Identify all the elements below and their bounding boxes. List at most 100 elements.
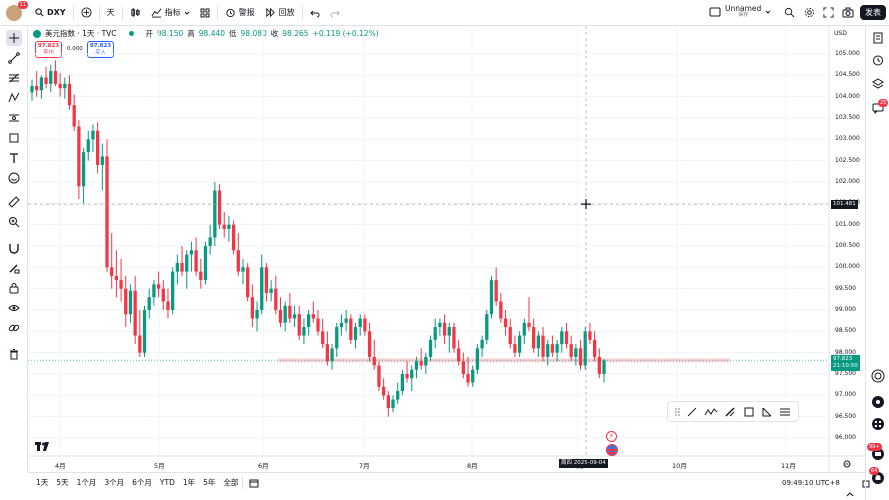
range-1m[interactable]: 1个月 bbox=[76, 478, 97, 487]
range-1d[interactable]: 1天 bbox=[36, 478, 49, 487]
hotlists-button[interactable] bbox=[870, 368, 886, 384]
candle-body bbox=[53, 71, 58, 84]
notifications-button[interactable] bbox=[870, 446, 886, 462]
layers-icon bbox=[872, 78, 884, 89]
range-1y[interactable]: 1年 bbox=[182, 478, 196, 487]
compare-button[interactable] bbox=[76, 0, 97, 26]
text-tool[interactable] bbox=[6, 150, 22, 166]
alerts-panel-button[interactable] bbox=[870, 52, 886, 68]
sell-button[interactable]: 97.823 卖出 bbox=[35, 41, 62, 58]
calendar-widget-button[interactable] bbox=[870, 394, 886, 410]
right-widget-bar: 25 99+ 64 bbox=[865, 26, 889, 500]
fib-tool[interactable] bbox=[6, 70, 22, 86]
ruler-angle-icon[interactable] bbox=[761, 406, 773, 418]
candle-body bbox=[358, 318, 362, 328]
forecast-tool[interactable] bbox=[6, 110, 22, 126]
legend-close-label: 收 bbox=[270, 29, 279, 38]
maximize-icon[interactable] bbox=[862, 480, 870, 488]
templates-button[interactable] bbox=[195, 0, 215, 26]
candle-body bbox=[503, 318, 508, 328]
candle-body bbox=[306, 314, 311, 328]
fullscreen-icon[interactable] bbox=[823, 7, 834, 18]
candle-body bbox=[414, 361, 419, 370]
undo-button[interactable] bbox=[305, 0, 325, 26]
avatar[interactable]: 11 bbox=[6, 0, 28, 21]
range-3m[interactable]: 3个月 bbox=[104, 478, 125, 487]
legend-high-label: 高 bbox=[187, 29, 195, 38]
geometric-shapes-tool[interactable] bbox=[6, 130, 22, 146]
bell-badge: 64 bbox=[869, 467, 880, 475]
zoom-tool[interactable] bbox=[6, 214, 22, 230]
replay-button[interactable]: 回放 bbox=[260, 0, 300, 26]
trendline-icon[interactable] bbox=[686, 406, 698, 418]
magnet-tool[interactable] bbox=[6, 240, 22, 256]
candle-body bbox=[480, 339, 484, 349]
interval-button[interactable]: 天 bbox=[102, 0, 120, 26]
currency-label[interactable]: USD bbox=[834, 30, 847, 37]
candle-body bbox=[180, 263, 184, 272]
candle-body bbox=[522, 322, 526, 336]
pattern-icon[interactable] bbox=[704, 406, 718, 418]
candle-body bbox=[325, 344, 330, 362]
price-tick-label: 99.500 bbox=[835, 284, 856, 292]
crosshair-tool[interactable] bbox=[6, 30, 22, 46]
stay-in-drawing-tool[interactable] bbox=[6, 260, 22, 276]
utc-clock[interactable]: 09:49:10 UTC+8 bbox=[782, 478, 840, 487]
legend-title[interactable]: 美元指数 · 1天 · TVC bbox=[45, 29, 117, 38]
alert-button[interactable]: 警报 bbox=[220, 0, 260, 26]
symbol-search-button[interactable]: DXY bbox=[30, 0, 71, 26]
trendline-tool[interactable] bbox=[6, 50, 22, 66]
help-button[interactable] bbox=[870, 470, 886, 486]
camera-icon[interactable] bbox=[842, 7, 854, 18]
candle-body bbox=[264, 267, 269, 293]
search-icon bbox=[35, 8, 44, 17]
candle-body bbox=[335, 327, 339, 349]
icons-tool[interactable] bbox=[6, 170, 22, 186]
publish-button[interactable]: 发表 bbox=[860, 5, 886, 20]
remove-drawings-tool[interactable] bbox=[6, 346, 22, 362]
chevron-up-icon[interactable] bbox=[846, 491, 854, 497]
range-all[interactable]: 全部 bbox=[223, 478, 239, 487]
measure-tool[interactable] bbox=[6, 194, 22, 210]
dividend-event-icon[interactable]: ⚡ bbox=[606, 431, 617, 442]
bottom-range-bar: 1天 5天 1个月 3个月 6个月 YTD 1年 5年 全部 09:49:10 … bbox=[28, 472, 865, 492]
buy-button[interactable]: 97.823 买入 bbox=[87, 41, 114, 58]
economic-event-flag-icon[interactable] bbox=[606, 444, 618, 456]
range-6m[interactable]: 6个月 bbox=[132, 478, 152, 487]
lock-drawings-tool[interactable] bbox=[6, 280, 22, 296]
layers-button[interactable] bbox=[870, 76, 886, 92]
candle-body bbox=[250, 297, 255, 319]
layout-icon bbox=[709, 7, 721, 17]
range-5y[interactable]: 5年 bbox=[203, 478, 216, 487]
calendar-icon[interactable] bbox=[249, 478, 259, 488]
redo-button[interactable] bbox=[325, 0, 345, 26]
range-ytd[interactable]: YTD bbox=[159, 478, 175, 487]
candles-icon bbox=[130, 7, 140, 18]
brush-icon[interactable] bbox=[724, 406, 736, 418]
candle-body bbox=[72, 105, 76, 127]
range-5d[interactable]: 5天 bbox=[56, 478, 69, 487]
watchlist-button[interactable] bbox=[870, 30, 886, 46]
link-tool[interactable] bbox=[6, 320, 22, 336]
hide-drawings-tool[interactable] bbox=[6, 300, 22, 316]
bell-icon bbox=[872, 472, 884, 484]
price-chart[interactable] bbox=[28, 26, 865, 472]
rectangle-icon[interactable] bbox=[743, 406, 755, 418]
fib-retracement-icon bbox=[9, 73, 19, 83]
candle-body bbox=[442, 322, 447, 336]
pattern-tool[interactable] bbox=[6, 90, 22, 106]
quick-search-icon[interactable] bbox=[784, 7, 795, 18]
drag-handle-icon[interactable] bbox=[675, 407, 680, 417]
goto-date-icon[interactable] bbox=[843, 460, 851, 468]
indicators-button[interactable]: 指标 bbox=[146, 0, 195, 26]
chart-type-button[interactable] bbox=[125, 0, 146, 26]
settings-gear-icon[interactable] bbox=[804, 7, 815, 18]
ideas-button[interactable] bbox=[870, 416, 886, 432]
candle-body bbox=[217, 190, 222, 225]
candle-body bbox=[396, 391, 400, 400]
candle-body bbox=[100, 156, 104, 165]
candle-body bbox=[208, 237, 212, 246]
lines-icon[interactable] bbox=[779, 406, 791, 418]
candle-body bbox=[353, 327, 358, 340]
layout-button[interactable]: Unnamed 保存 bbox=[709, 5, 771, 19]
